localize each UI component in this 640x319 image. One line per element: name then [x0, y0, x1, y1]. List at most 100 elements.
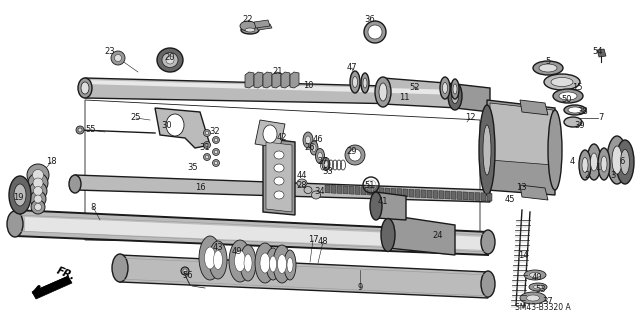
Polygon shape: [455, 84, 490, 112]
Text: 18: 18: [45, 158, 56, 167]
Polygon shape: [597, 49, 606, 57]
Ellipse shape: [214, 161, 218, 165]
Ellipse shape: [297, 179, 307, 187]
Ellipse shape: [442, 83, 447, 93]
Ellipse shape: [303, 132, 313, 148]
Ellipse shape: [214, 250, 223, 270]
Polygon shape: [263, 72, 272, 88]
Ellipse shape: [205, 247, 216, 269]
Ellipse shape: [166, 114, 184, 136]
Ellipse shape: [157, 48, 183, 72]
Polygon shape: [254, 20, 270, 28]
Text: 49: 49: [232, 248, 243, 256]
Ellipse shape: [370, 192, 382, 220]
Ellipse shape: [481, 271, 495, 297]
Ellipse shape: [7, 211, 23, 237]
Polygon shape: [337, 186, 342, 194]
Text: 54: 54: [593, 48, 604, 56]
Text: 8: 8: [90, 203, 96, 211]
Text: 43: 43: [212, 243, 223, 253]
Text: 30: 30: [162, 121, 172, 130]
Text: 26: 26: [305, 144, 316, 152]
Ellipse shape: [81, 82, 89, 94]
Text: 32: 32: [210, 128, 220, 137]
Ellipse shape: [544, 74, 580, 90]
Ellipse shape: [69, 175, 81, 193]
Ellipse shape: [112, 254, 128, 282]
Polygon shape: [490, 103, 553, 165]
Ellipse shape: [27, 164, 49, 186]
Ellipse shape: [451, 88, 458, 103]
Ellipse shape: [363, 78, 367, 88]
Ellipse shape: [229, 240, 251, 282]
Ellipse shape: [312, 145, 316, 152]
Text: 36: 36: [365, 16, 376, 25]
Text: 52: 52: [410, 83, 420, 92]
Ellipse shape: [381, 219, 395, 251]
Ellipse shape: [451, 79, 459, 99]
Ellipse shape: [529, 283, 547, 291]
Ellipse shape: [274, 164, 284, 172]
Text: 9: 9: [357, 284, 363, 293]
Text: 45: 45: [505, 196, 515, 204]
Polygon shape: [439, 191, 444, 199]
Text: 41: 41: [378, 197, 388, 206]
Polygon shape: [331, 185, 336, 193]
Ellipse shape: [274, 177, 284, 185]
Ellipse shape: [564, 117, 582, 127]
Ellipse shape: [244, 254, 252, 272]
Text: 56: 56: [182, 271, 193, 279]
Polygon shape: [415, 189, 420, 197]
Ellipse shape: [9, 176, 31, 214]
Text: SM43-B3320 A: SM43-B3320 A: [515, 303, 571, 313]
Ellipse shape: [241, 26, 259, 34]
Text: 29: 29: [347, 147, 357, 157]
Polygon shape: [481, 193, 486, 201]
Polygon shape: [520, 185, 548, 200]
Ellipse shape: [166, 56, 174, 64]
Ellipse shape: [324, 161, 328, 167]
Text: 4: 4: [570, 158, 575, 167]
Polygon shape: [75, 175, 490, 202]
Polygon shape: [25, 217, 485, 250]
Text: 1: 1: [595, 164, 600, 173]
Polygon shape: [388, 215, 455, 255]
Text: 5: 5: [545, 57, 550, 66]
Ellipse shape: [34, 195, 42, 203]
Ellipse shape: [559, 92, 577, 100]
Ellipse shape: [453, 84, 457, 94]
Ellipse shape: [539, 64, 557, 72]
Ellipse shape: [312, 191, 321, 199]
Ellipse shape: [310, 141, 318, 155]
Ellipse shape: [353, 77, 358, 87]
Text: 10: 10: [303, 80, 313, 90]
Ellipse shape: [204, 153, 211, 160]
Polygon shape: [266, 142, 292, 212]
Ellipse shape: [448, 82, 462, 110]
Ellipse shape: [212, 149, 220, 155]
Ellipse shape: [205, 131, 209, 135]
Ellipse shape: [287, 257, 293, 272]
Ellipse shape: [266, 248, 280, 280]
Polygon shape: [290, 72, 299, 88]
Ellipse shape: [214, 138, 218, 142]
Polygon shape: [383, 78, 458, 108]
Text: 23: 23: [105, 48, 115, 56]
Ellipse shape: [564, 105, 586, 115]
Text: 15: 15: [572, 83, 582, 92]
Ellipse shape: [349, 149, 361, 161]
Text: 38: 38: [578, 108, 588, 116]
Ellipse shape: [520, 292, 546, 304]
Polygon shape: [256, 24, 272, 30]
Ellipse shape: [263, 125, 277, 143]
Text: 28: 28: [297, 181, 307, 189]
Text: 21: 21: [273, 68, 284, 77]
Polygon shape: [421, 190, 426, 198]
Text: 35: 35: [188, 164, 198, 173]
Polygon shape: [391, 188, 396, 196]
Ellipse shape: [621, 150, 630, 174]
Ellipse shape: [582, 158, 588, 173]
Ellipse shape: [587, 144, 601, 180]
Polygon shape: [32, 276, 72, 299]
Ellipse shape: [29, 182, 47, 200]
